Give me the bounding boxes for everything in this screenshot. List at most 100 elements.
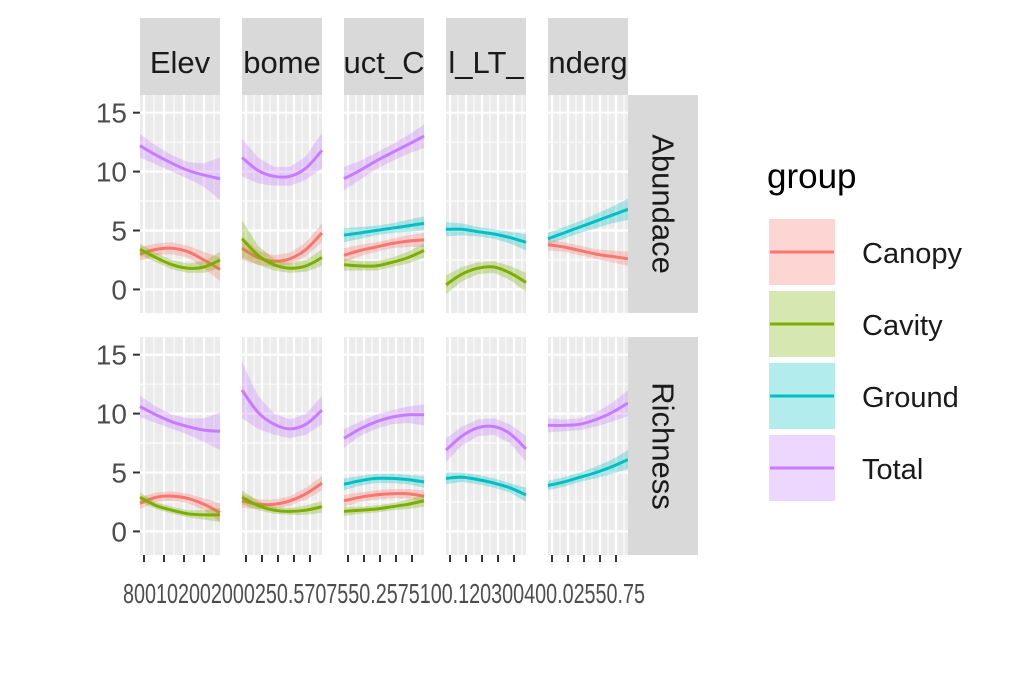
panel-r0-c0 — [139, 95, 221, 313]
panel-background — [140, 95, 220, 313]
strips-layer: Elev bome uct_C l_LT_ nderg Abundace Richness — [140, 18, 698, 555]
panel-r1-c0 — [139, 337, 221, 555]
strip-col-1: bome — [242, 18, 322, 95]
y-tick-label: 0 — [111, 516, 127, 547]
x-axis-col-4 — [551, 555, 617, 562]
y-axis-row-0: 0 5 10 15 — [96, 98, 140, 305]
panel-r0-c4 — [547, 95, 629, 313]
ribbon-canopy — [140, 242, 220, 282]
panel-r1-c4 — [547, 337, 629, 555]
legend-item-total: Total — [767, 433, 923, 503]
strip-col-4: nderg — [548, 18, 628, 95]
strip-background — [628, 337, 698, 555]
legend-label: Cavity — [862, 310, 943, 342]
strip-label: uct_C — [344, 45, 425, 80]
y-tick-label: 5 — [111, 458, 127, 489]
x-axis-col-1 — [245, 555, 311, 562]
strip-label: Elev — [150, 45, 211, 80]
line-total — [240, 389, 324, 431]
strip-col-2: uct_C — [344, 18, 425, 95]
x-tick-labels-overlapping: 800102002000250.5707550.2575100.12030040… — [123, 578, 645, 609]
strip-row-1: Richness — [628, 337, 698, 555]
panel-background — [242, 95, 322, 313]
ribbon-canopy — [242, 223, 322, 267]
line-ground — [445, 227, 527, 244]
line-total — [241, 149, 324, 179]
line-cavity — [139, 495, 221, 517]
strip-background — [548, 18, 628, 95]
ribbon-cavity — [140, 243, 220, 273]
y-tick-label: 10 — [96, 157, 127, 188]
y-tick-label: 0 — [111, 274, 127, 305]
line-cavity — [139, 248, 221, 270]
strip-background — [140, 18, 220, 95]
line-ground — [445, 475, 527, 497]
panel-background — [344, 337, 424, 555]
line-ground — [547, 207, 629, 241]
line-ground — [343, 221, 425, 237]
strip-label: l_LT_ — [448, 45, 524, 80]
line-cavity — [343, 499, 425, 513]
line-total — [343, 413, 425, 440]
line-total — [445, 424, 528, 452]
x-axis-col-3 — [449, 555, 515, 562]
line-canopy — [547, 243, 629, 261]
panel-r0-c2 — [343, 95, 425, 313]
ribbon-ground — [548, 198, 628, 245]
legend-label: Ground — [862, 382, 959, 414]
line-ground — [547, 458, 629, 487]
panel-r1-c1 — [240, 337, 324, 555]
panel-r0-c1 — [240, 95, 324, 313]
y-tick-label: 5 — [111, 216, 127, 247]
legend-item-cavity: Cavity — [767, 289, 943, 359]
strip-col-3: l_LT_ — [446, 18, 526, 95]
y-axis-row-1: 0 5 10 15 — [96, 340, 140, 547]
strip-background — [628, 95, 698, 313]
y-tick-label: 10 — [96, 399, 127, 430]
axes-layer: 0 5 10 15 0 5 10 15 800102002000250.5707550.2575… — [96, 98, 645, 609]
legend-item-canopy: Canopy — [767, 217, 962, 287]
line-cavity — [241, 495, 323, 513]
panel-background — [548, 337, 628, 555]
strip-row-0: Abundace — [628, 95, 698, 313]
legend-item-ground: Ground — [767, 361, 959, 431]
ribbon-total — [548, 390, 628, 433]
line-cavity — [343, 249, 425, 268]
ribbon-total — [242, 361, 322, 439]
panel-background — [140, 337, 220, 555]
ribbon-cavity — [242, 490, 322, 515]
ribbon-cavity — [446, 261, 526, 295]
ribbon-canopy — [242, 476, 322, 509]
line-total — [343, 134, 425, 181]
x-axis-col-2 — [347, 555, 413, 562]
strip-background — [242, 18, 322, 95]
line-canopy — [343, 491, 425, 503]
strip-label: Richness — [646, 382, 681, 510]
panel-background — [344, 95, 424, 313]
strip-label: nderg — [548, 45, 627, 80]
line-canopy — [139, 494, 221, 514]
legend: group Canopy Cavity Ground Total — [767, 157, 962, 503]
panel-background — [446, 337, 526, 555]
ribbon-total — [446, 418, 526, 462]
strip-col-0: Elev — [140, 18, 220, 95]
strip-background — [344, 18, 424, 95]
panel-background — [242, 337, 322, 555]
line-total — [139, 405, 221, 433]
line-canopy — [343, 238, 425, 257]
x-axis-col-0 — [143, 555, 205, 562]
y-tick-label: 15 — [96, 340, 127, 371]
ribbon-canopy — [140, 491, 220, 522]
panel-background — [548, 95, 628, 313]
panel-r1-c2 — [343, 337, 425, 555]
legend-label: Total — [862, 454, 923, 486]
line-cavity — [445, 265, 527, 286]
strip-background — [446, 18, 526, 95]
ribbon-ground — [446, 472, 526, 502]
y-tick-label: 15 — [96, 98, 127, 129]
strip-label: bome — [243, 45, 321, 80]
line-canopy — [139, 246, 221, 271]
line-canopy — [241, 231, 324, 263]
panel-r0-c3 — [445, 95, 527, 313]
